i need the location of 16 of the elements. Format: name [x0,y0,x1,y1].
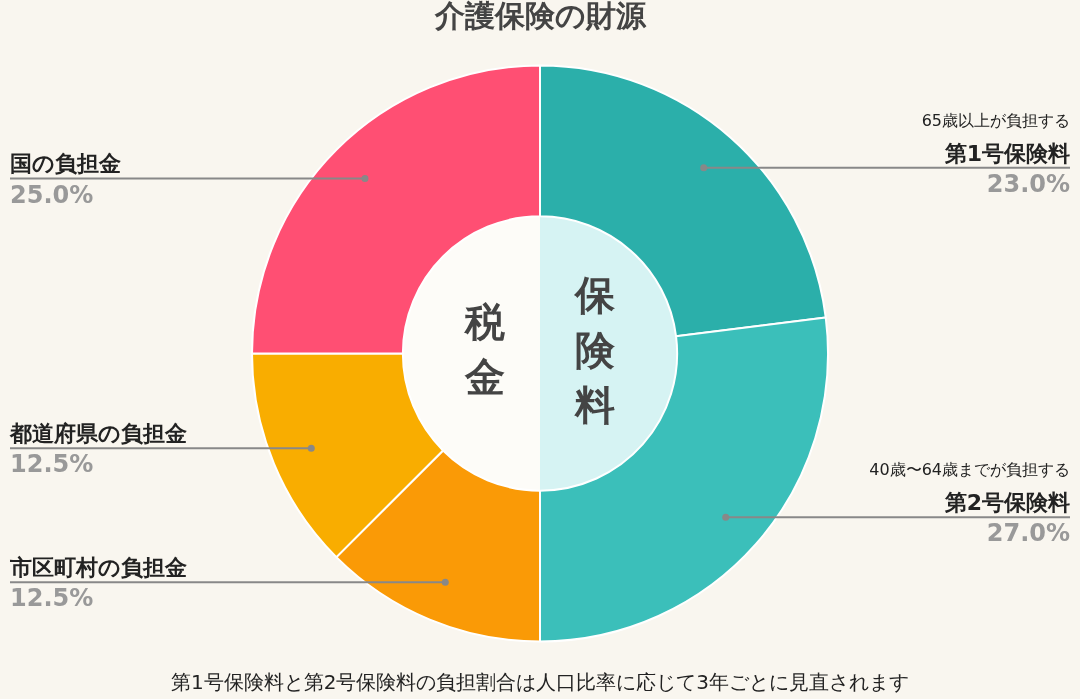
data-label: 25.0% [10,180,94,209]
data-label: 27.0% [986,519,1070,548]
data-label: 12.5% [10,584,94,613]
chart-title: 介護保険の財源 [433,0,647,33]
text: 40歳〜64歳までが負担する [869,460,1070,480]
slice-label: 第1号保険料 [943,140,1070,166]
text: 保険料 [573,271,616,428]
slice-label: 市区町村の負担金 [9,555,187,581]
text: 税金 [464,299,505,401]
text: 65歳以上が負担する [921,110,1070,130]
data-label: 12.5% [10,450,94,479]
data-label: 23.0% [986,170,1070,199]
slice-label: 第2号保険料 [943,490,1070,516]
text: 第1号保険料と第2号保険料の負担割合は人口比率に応じて3年ごとに見直されます [170,670,910,695]
slice-label: 国の負担金 [10,151,121,177]
slice-label: 都道府県の負担金 [9,421,187,447]
